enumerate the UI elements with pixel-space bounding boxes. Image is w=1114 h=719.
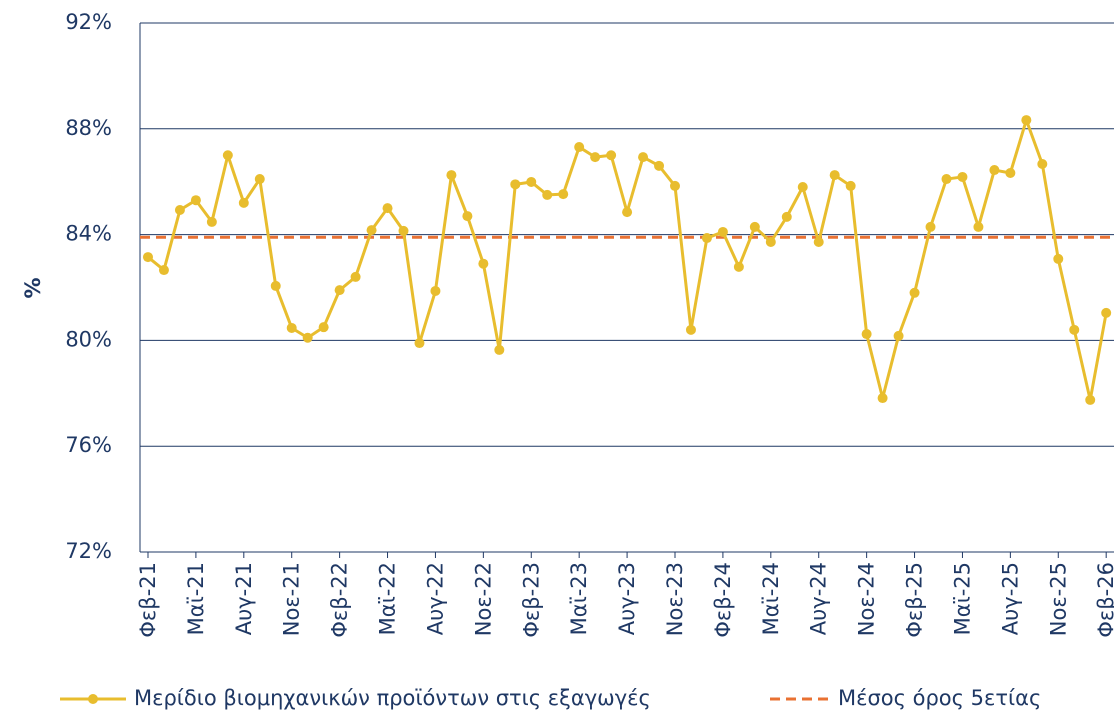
data-point — [350, 271, 361, 282]
data-point — [206, 216, 217, 227]
data-point — [749, 221, 760, 232]
y-axis-label: % — [21, 277, 45, 298]
data-point — [797, 181, 808, 192]
y-tick-label: 76% — [65, 433, 112, 457]
data-point — [829, 170, 840, 181]
data-point — [286, 322, 297, 333]
x-tick-label: Φεβ-25 — [903, 562, 927, 638]
data-point — [494, 344, 505, 355]
data-point — [366, 225, 377, 236]
data-point — [654, 160, 665, 171]
data-point — [478, 258, 489, 269]
data-point — [909, 287, 920, 298]
data-point — [510, 179, 521, 190]
data-point — [430, 285, 441, 296]
data-point — [398, 225, 409, 236]
x-tick-label: Αυγ-25 — [998, 562, 1022, 635]
data-point — [781, 211, 792, 222]
data-point — [893, 330, 904, 341]
data-point — [973, 221, 984, 232]
data-point — [270, 280, 281, 291]
y-tick-label: 80% — [65, 327, 112, 351]
data-point — [1069, 324, 1080, 335]
x-tick-label: Νοε-25 — [1046, 562, 1070, 636]
y-tick-label: 92% — [65, 10, 112, 34]
data-point — [1053, 253, 1064, 264]
x-tick-label: Φεβ-23 — [519, 562, 543, 638]
y-tick-label: 72% — [65, 539, 112, 563]
data-point — [574, 142, 585, 153]
data-point — [1037, 158, 1048, 169]
data-point — [558, 189, 569, 200]
series-line — [147, 118, 1108, 402]
data-point — [318, 322, 329, 333]
x-tick-label: Αυγ-24 — [807, 562, 831, 635]
data-point — [685, 324, 696, 335]
legend-label: Μερίδιο βιομηχανικών προϊόντων στις εξαγ… — [134, 686, 651, 710]
data-point — [813, 237, 824, 248]
x-tick-label: Αυγ-21 — [232, 562, 256, 635]
data-point — [733, 261, 744, 272]
data-point — [957, 171, 968, 182]
data-point — [861, 329, 872, 340]
data-point — [717, 226, 728, 237]
data-point — [238, 197, 249, 208]
data-point — [1021, 115, 1032, 126]
data-point — [765, 237, 776, 248]
x-tick-label: Μαϊ-23 — [567, 562, 591, 635]
x-tick-label: Νοε-22 — [471, 562, 495, 636]
x-tick-label: Μαϊ-21 — [184, 562, 208, 635]
data-point — [222, 150, 233, 161]
x-tick-label: Φεβ-21 — [136, 562, 160, 638]
data-point — [669, 180, 680, 191]
x-tick-label: Μαϊ-25 — [950, 562, 974, 635]
data-point — [174, 205, 185, 216]
data-point — [526, 176, 537, 187]
data-point — [254, 174, 265, 185]
data-point — [382, 203, 393, 214]
data-point — [302, 332, 313, 343]
data-point — [989, 165, 1000, 176]
data-point — [1005, 167, 1016, 178]
x-tick-label: Φεβ-26 — [1094, 562, 1114, 638]
x-tick-label: Μαϊ-24 — [759, 562, 783, 635]
legend-swatch-dot — [88, 694, 98, 704]
x-tick-label: Νοε-21 — [280, 562, 304, 636]
data-point — [606, 150, 617, 161]
data-point — [701, 233, 712, 244]
legend-label: Μέσος όρος 5ετίας — [838, 686, 1041, 710]
x-tick-label: Φεβ-24 — [711, 562, 735, 638]
x-tick-label: Νοε-24 — [855, 562, 879, 636]
data-point — [845, 180, 856, 191]
x-tick-label: Αυγ-23 — [615, 562, 639, 635]
y-tick-label: 84% — [65, 222, 112, 246]
x-tick-label: Αυγ-22 — [423, 562, 447, 635]
data-point — [1085, 394, 1096, 405]
data-point — [446, 170, 457, 181]
data-point — [190, 195, 201, 206]
data-point — [158, 265, 169, 276]
data-point — [142, 252, 153, 263]
x-tick-label: Φεβ-22 — [328, 562, 352, 638]
data-point — [462, 211, 473, 222]
data-point — [877, 393, 888, 404]
data-point — [941, 174, 952, 185]
data-point — [622, 207, 633, 218]
data-point — [334, 285, 345, 296]
x-tick-label: Μαϊ-22 — [376, 562, 400, 635]
data-point — [590, 152, 601, 163]
data-point — [542, 189, 553, 200]
data-point — [414, 338, 425, 349]
data-point — [638, 152, 649, 163]
y-tick-label: 88% — [65, 116, 112, 140]
data-point — [1101, 307, 1112, 318]
data-point — [925, 221, 936, 232]
x-tick-label: Νοε-23 — [663, 562, 687, 636]
